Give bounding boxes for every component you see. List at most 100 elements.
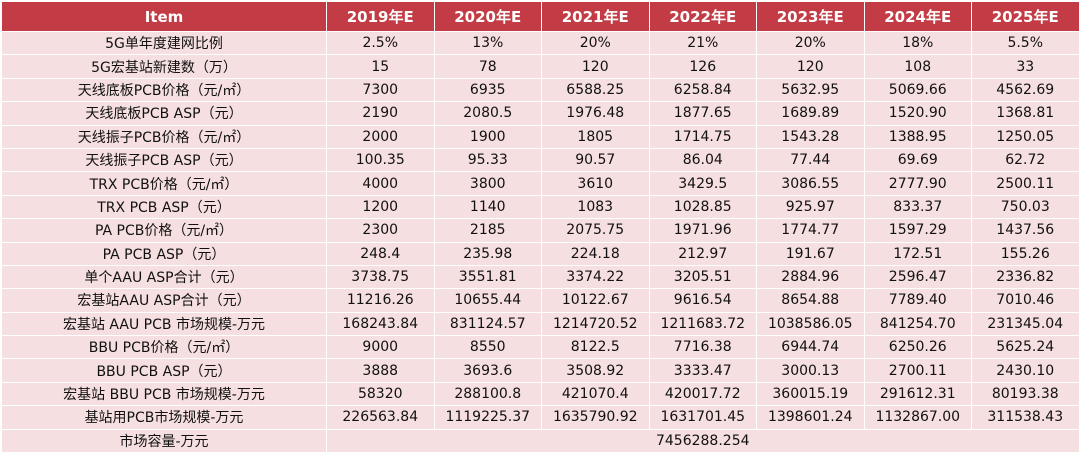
table-row: 5G单年度建网比例 2.5% 13% 20% 21% 20% 18% 5.5% [1, 30, 1080, 56]
row-label: 基站用PCB市场规模-万元 [1, 405, 327, 430]
table-row: PA PCB价格（元/㎡） 2300 2185 2075.75 1971.96 1774.… [1, 218, 1080, 243]
header-2020: 2020年E [433, 1, 542, 32]
table-cell: 1689.89 [756, 101, 865, 126]
table-cell: 2.5% [326, 30, 435, 56]
row-label: 5G单年度建网比例 [1, 30, 327, 56]
header-item: Item [1, 1, 327, 32]
row-label: BBU PCB ASP（元） [1, 358, 327, 383]
table-cell: 750.03 [971, 194, 1080, 220]
table-row: TRX PCB价格（元/㎡） 4000 3800 3610 3429.5 3086.55 2… [1, 171, 1080, 196]
table-cell: 2777.90 [863, 171, 972, 196]
table-cell: 120 [756, 54, 865, 79]
table-cell: 288100.8 [433, 381, 542, 407]
table-cell: 2185 [433, 218, 542, 243]
table-cell: 291612.31 [863, 381, 972, 407]
table-row: 5G宏基站新建数（万） 15 78 120 126 120 108 33 [1, 54, 1080, 79]
table-cell: 10655.44 [433, 288, 542, 313]
table-cell: 3086.55 [756, 171, 865, 196]
table-cell: 1877.65 [648, 101, 757, 126]
table-cell: 421070.4 [541, 381, 650, 407]
table-cell: 2336.82 [971, 264, 1080, 290]
table-cell: 126 [648, 54, 757, 79]
table-cell: 20% [541, 30, 650, 56]
table-cell: 33 [971, 54, 1080, 79]
table-cell: 6935 [433, 77, 542, 103]
table-cell: 925.97 [756, 194, 865, 220]
table-cell: 1028.85 [648, 194, 757, 220]
row-label: 天线底板PCB ASP（元） [1, 101, 327, 126]
table-cell: 6588.25 [541, 77, 650, 103]
table-cell: 5625.24 [971, 335, 1080, 360]
table-cell: 4000 [326, 171, 435, 196]
table-cell: 21% [648, 30, 757, 56]
table-cell: 2430.10 [971, 358, 1080, 383]
table-cell: 2080.5 [433, 101, 542, 126]
table-cell: 1900 [433, 124, 542, 149]
row-label: 天线振子PCB ASP（元） [1, 147, 327, 173]
table-cell: 2075.75 [541, 218, 650, 243]
row-label: 宏基站AAU ASP合计（元） [1, 288, 327, 313]
table-cell: 231345.04 [971, 311, 1080, 337]
table-cell: 1398601.24 [756, 405, 865, 430]
table-cell: 248.4 [326, 241, 435, 266]
table-cell: 69.69 [863, 147, 972, 173]
table-cell: 3508.92 [541, 358, 650, 383]
table-cell: 7716.38 [648, 335, 757, 360]
table-cell: 100.35 [326, 147, 435, 173]
table-cell: 9000 [326, 335, 435, 360]
table-cell: 11216.26 [326, 288, 435, 313]
table-cell: 58320 [326, 381, 435, 407]
header-2025: 2025年E [971, 1, 1080, 32]
table-cell: 1388.95 [863, 124, 972, 149]
table-cell: 1211683.72 [648, 311, 757, 337]
table-cell: 120 [541, 54, 650, 79]
table-cell: 3551.81 [433, 264, 542, 290]
table-cell: 3693.6 [433, 358, 542, 383]
table-cell: 3000.13 [756, 358, 865, 383]
table-cell: 168243.84 [326, 311, 435, 337]
table-cell: 62.72 [971, 147, 1080, 173]
total-label: 市场容量-万元 [1, 428, 327, 453]
table-cell: 20% [756, 30, 865, 56]
table-cell: 5069.66 [863, 77, 972, 103]
table-row: 天线底板PCB价格（元/㎡） 7300 6935 6588.25 6258.84 5632… [1, 77, 1080, 103]
table-cell: 833.37 [863, 194, 972, 220]
row-label: 天线振子PCB价格（元/㎡） [1, 124, 327, 149]
row-label: BBU PCB价格（元/㎡） [1, 335, 327, 360]
table-cell: 5.5% [971, 30, 1080, 56]
table-cell: 1368.81 [971, 101, 1080, 126]
row-label: 宏基站 BBU PCB 市场规模-万元 [1, 381, 327, 407]
table-row: 天线底板PCB ASP（元） 2190 2080.5 1976.48 1877.65 16… [1, 101, 1080, 126]
table-cell: 1132867.00 [863, 405, 972, 430]
table-cell: 15 [326, 54, 435, 79]
table-cell: 18% [863, 30, 972, 56]
table-cell: 191.67 [756, 241, 865, 266]
table-cell: 8550 [433, 335, 542, 360]
table-cell: 90.57 [541, 147, 650, 173]
table-cell: 9616.54 [648, 288, 757, 313]
table-cell: 311538.43 [971, 405, 1080, 430]
header-2021: 2021年E [541, 1, 650, 32]
table-cell: 6944.74 [756, 335, 865, 360]
table-cell: 1543.28 [756, 124, 865, 149]
table-row: BBU PCB价格（元/㎡） 9000 8550 8122.5 7716.38 6944.… [1, 335, 1080, 360]
table-cell: 3738.75 [326, 264, 435, 290]
table-cell: 155.26 [971, 241, 1080, 266]
table-cell: 2190 [326, 101, 435, 126]
table-cell: 3888 [326, 358, 435, 383]
row-label: 5G宏基站新建数（万） [1, 54, 327, 79]
row-label: TRX PCB价格（元/㎡） [1, 171, 327, 196]
table-cell: 3800 [433, 171, 542, 196]
table-cell: 3610 [541, 171, 650, 196]
table-cell: 2884.96 [756, 264, 865, 290]
table-cell: 1214720.52 [541, 311, 650, 337]
table-cell: 10122.67 [541, 288, 650, 313]
table-cell: 7789.40 [863, 288, 972, 313]
total-row: 市场容量-万元 7456288.254 [1, 428, 1080, 453]
table-cell: 13% [433, 30, 542, 56]
row-label: TRX PCB ASP（元） [1, 194, 327, 220]
header-row: Item 2019年E 2020年E 2021年E 2022年E 2023年E … [1, 1, 1080, 32]
table-cell: 95.33 [433, 147, 542, 173]
table-cell: 1631701.45 [648, 405, 757, 430]
